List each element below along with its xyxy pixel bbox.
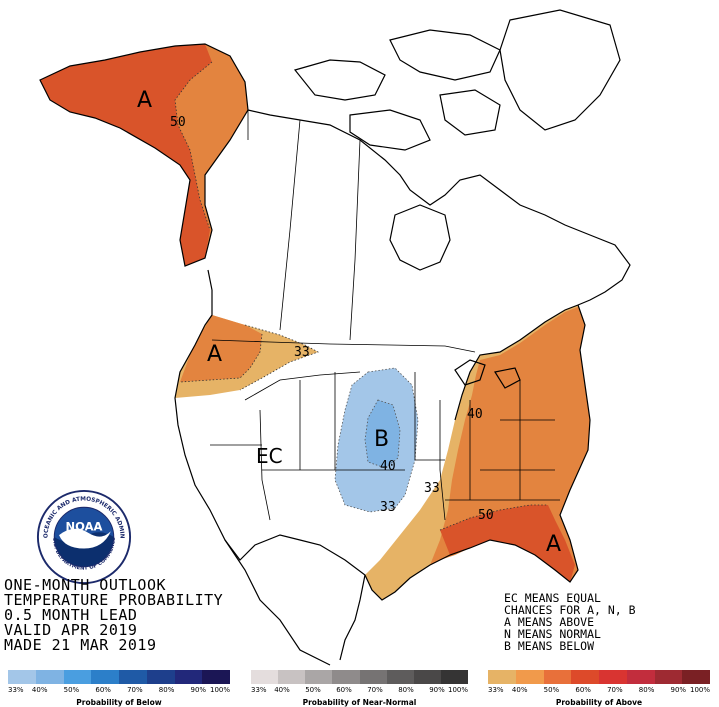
key-line: B MEANS BELOW: [504, 639, 595, 653]
plains-letter: B: [374, 427, 389, 452]
legend-above-ticks: 33% 40% 50% 60% 70% 80% 90% 100%: [488, 686, 710, 698]
legend-below-swatch: [91, 670, 119, 684]
legend-above-swatch: [626, 670, 655, 684]
title-line: MADE 21 MAR 2019: [4, 636, 157, 654]
legend-below-tick: 70%: [127, 686, 143, 694]
legend-below-swatch: [174, 670, 203, 684]
northwest-contour-label: 33: [294, 345, 310, 360]
legend-below: 33% 40% 50% 60% 70% 80% 90% 100% Probability of…: [8, 670, 230, 707]
key-line: EC MEANS EQUAL: [504, 591, 601, 605]
title-line: VALID APR 2019: [4, 621, 138, 639]
legend-below-swatch: [35, 670, 64, 684]
legend-above-tick: 33%: [488, 686, 504, 694]
florida-letter: A: [546, 532, 561, 557]
legend-below-tick: 100%: [209, 686, 230, 694]
legend-below-caption: Probability of Below: [76, 698, 162, 707]
legend-below-swatch: [8, 670, 36, 684]
legend-below-swatches: [8, 670, 230, 684]
legend-above-swatch: [654, 670, 683, 684]
map-key: EC MEANS EQUAL CHANCES FOR A, N, B A MEA…: [504, 592, 636, 652]
legend-above-tick: 90%: [670, 686, 687, 694]
legend-above-tick: 40%: [511, 686, 528, 694]
legend-normal-swatch: [332, 670, 360, 684]
outlook-title: ONE-MONTH OUTLOOK TEMPERATURE PROBABILIT…: [4, 578, 223, 653]
legend-above-tick: 100%: [689, 686, 710, 694]
northwest-letter: A: [207, 342, 222, 367]
legend-below-swatch: [119, 670, 147, 684]
legend-below-tick: 60%: [95, 686, 111, 694]
legend-above-swatch: [682, 670, 710, 684]
plains-contour-33-label: 33: [380, 500, 396, 515]
political-borders: [210, 110, 560, 521]
plains-contour-40-label: 40: [380, 459, 396, 474]
legend-normal-tick: 70%: [367, 686, 383, 694]
legend-normal-swatch: [359, 670, 387, 684]
title-line: ONE-MONTH OUTLOOK: [4, 576, 167, 594]
ec-label: EC: [256, 444, 283, 468]
legend-above-swatch: [515, 670, 544, 684]
legend-below-tick: 50%: [63, 686, 80, 694]
key-line: CHANCES FOR A, N, B: [504, 603, 636, 617]
legend-above-tick: 60%: [575, 686, 591, 694]
legend-normal-caption: Probability of Near-Normal: [302, 698, 417, 707]
legend-above-swatch: [599, 670, 627, 684]
legend-normal-swatch: [413, 670, 441, 684]
alaska-letter: A: [137, 88, 152, 113]
noaa-logo-text: NOAA: [66, 519, 103, 533]
legend-normal: 33% 40% 50% 60% 70% 80% 90% 100% Probability of…: [251, 670, 468, 707]
legend-normal-swatch: [251, 670, 279, 684]
legend-normal-tick: 50%: [305, 686, 321, 694]
key-line: N MEANS NORMAL: [504, 627, 601, 641]
northwest-above-40-area: [180, 315, 262, 382]
legend-normal-swatch: [386, 670, 414, 684]
legend-above-swatch: [571, 670, 599, 684]
legend-normal-tick: 80%: [398, 686, 414, 694]
legend-below-tick: 40%: [31, 686, 48, 694]
plains-below-40-area: [364, 399, 401, 469]
legend-normal-ticks: 33% 40% 50% 60% 70% 80% 90% 100%: [251, 686, 468, 698]
legend-normal-tick: 33%: [251, 686, 267, 694]
legend-below-ticks: 33% 40% 50% 60% 70% 80% 90% 100%: [8, 686, 230, 698]
central-contour-33-label: 33: [424, 481, 440, 496]
legend-above-tick: 80%: [638, 686, 655, 694]
alaska-above-50-area: [40, 44, 212, 266]
legend-normal-swatch: [440, 670, 468, 684]
noaa-logo: NATIONAL OCEANIC AND ATMOSPHERIC ADMINIS…: [36, 489, 132, 585]
legend-above-tick: 70%: [607, 686, 623, 694]
southeast-contour-label: 50: [478, 508, 494, 523]
title-line: TEMPERATURE PROBABILITY: [4, 591, 224, 609]
coastlines: [39, 9, 631, 666]
legend-normal-tick: 90%: [429, 686, 445, 694]
legend-below-tick: 80%: [158, 686, 175, 694]
legend-normal-tick: 60%: [336, 686, 352, 694]
legend-above-swatch: [543, 670, 572, 684]
legend-above-swatches: [488, 670, 710, 684]
key-line: A MEANS ABOVE: [504, 615, 595, 629]
legend-normal-tick: 40%: [274, 686, 290, 694]
legend-normal-swatches: [251, 670, 468, 684]
legend-below-tick: 90%: [190, 686, 207, 694]
legend-below-swatch: [146, 670, 175, 684]
legend-normal-swatch: [278, 670, 306, 684]
legend-below-swatch: [63, 670, 92, 684]
legend-above-tick: 50%: [543, 686, 560, 694]
legend-below-swatch: [202, 670, 230, 684]
legend-above: 33% 40% 50% 60% 70% 80% 90% 100% Probability of…: [488, 670, 710, 707]
great-lakes-contour-label: 40: [467, 407, 483, 422]
legend-above-swatch: [488, 670, 516, 684]
contour-lines: [174, 61, 548, 531]
legend-below-tick: 33%: [8, 686, 24, 694]
alaska-contour-label: 50: [170, 115, 186, 130]
legend-above-caption: Probability of Above: [555, 698, 643, 707]
legend-normal-tick: 100%: [447, 686, 468, 694]
title-line: 0.5 MONTH LEAD: [4, 606, 138, 624]
legend-normal-swatch: [305, 670, 333, 684]
